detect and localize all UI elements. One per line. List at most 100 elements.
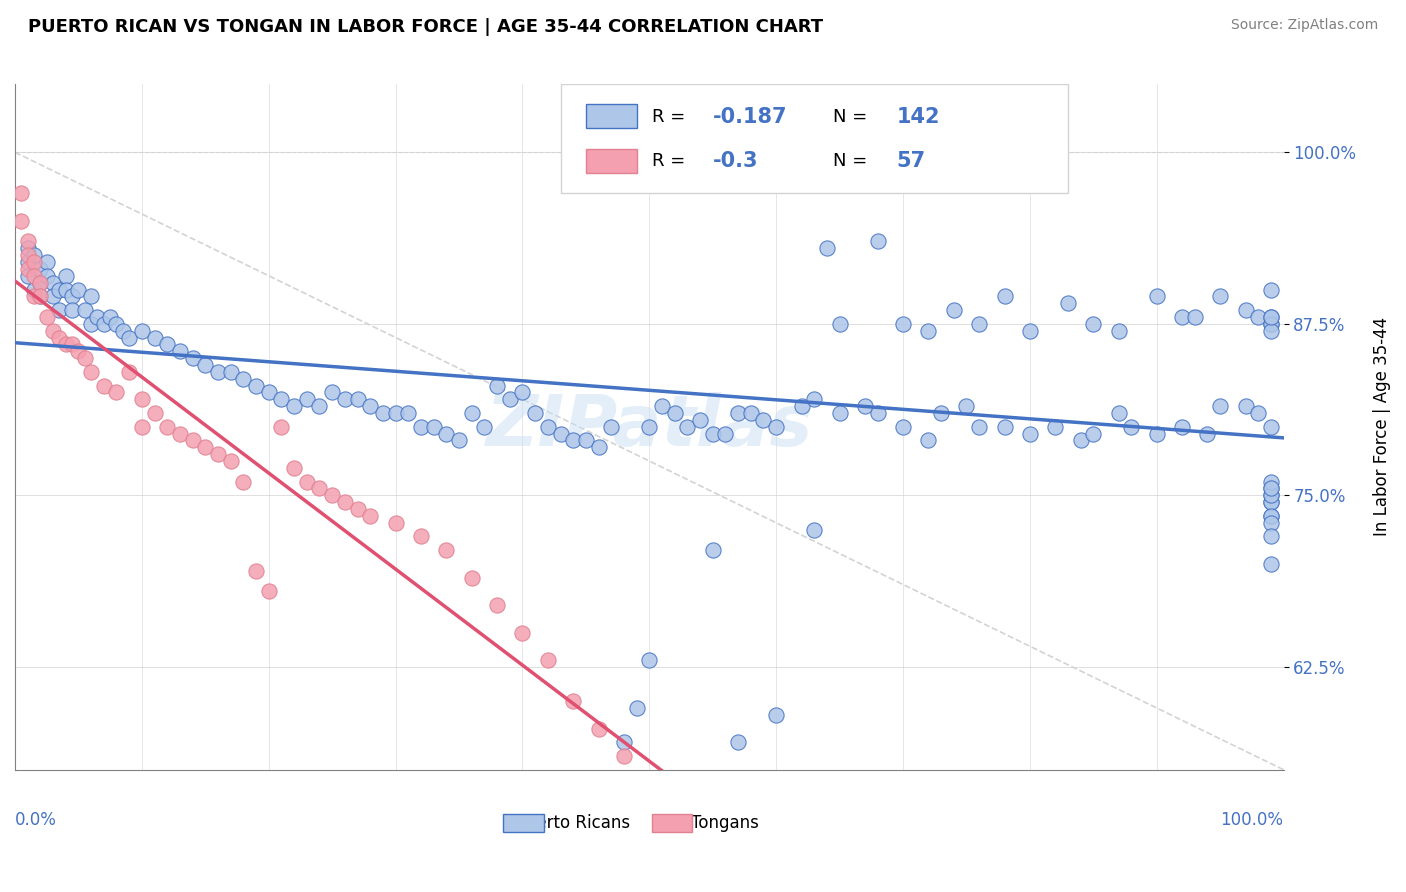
Point [1184, 310, 1206, 324]
Point [17, 268, 39, 283]
Point [308, 482, 330, 496]
Point [626, 701, 648, 715]
Point [409, 419, 432, 434]
Point [80, 289, 103, 303]
Point [384, 406, 406, 420]
FancyBboxPatch shape [586, 149, 637, 173]
Point [917, 434, 939, 448]
Point [651, 399, 673, 413]
Point [93, 378, 115, 392]
FancyBboxPatch shape [503, 814, 544, 831]
Point [765, 707, 787, 722]
Point [143, 330, 166, 344]
Point [55, 283, 77, 297]
Point [48, 330, 70, 344]
Point [1083, 426, 1105, 441]
Point [1260, 495, 1282, 509]
Point [1260, 310, 1282, 324]
Point [156, 419, 179, 434]
Point [98, 310, 121, 324]
Point [17, 241, 39, 255]
Point [346, 392, 368, 407]
Point [512, 385, 534, 400]
Point [30, 276, 52, 290]
Point [1260, 317, 1282, 331]
Point [993, 419, 1015, 434]
Point [42, 324, 65, 338]
Point [588, 722, 610, 736]
Point [638, 653, 661, 667]
Point [35, 310, 58, 324]
Point [143, 406, 166, 420]
Point [283, 399, 305, 413]
Point [853, 399, 876, 413]
Text: R =: R = [652, 153, 685, 170]
Point [815, 241, 838, 255]
Point [790, 886, 813, 892]
Point [765, 859, 787, 873]
Point [321, 488, 343, 502]
Point [1018, 426, 1040, 441]
Y-axis label: In Labor Force | Age 35-44: In Labor Force | Age 35-44 [1374, 318, 1391, 536]
Point [283, 461, 305, 475]
Point [80, 317, 103, 331]
Point [1260, 475, 1282, 489]
Text: Tongans: Tongans [692, 814, 759, 832]
Point [42, 289, 65, 303]
Point [207, 447, 229, 461]
Point [30, 276, 52, 290]
Point [60, 303, 83, 318]
Point [1083, 317, 1105, 331]
Point [30, 261, 52, 276]
Text: N =: N = [834, 108, 868, 126]
Point [321, 385, 343, 400]
FancyBboxPatch shape [586, 104, 637, 128]
Point [86, 310, 108, 324]
Point [131, 392, 153, 407]
Text: 57: 57 [897, 152, 925, 171]
Point [1260, 324, 1282, 338]
Point [600, 419, 623, 434]
Point [1070, 434, 1092, 448]
Point [131, 419, 153, 434]
Point [434, 426, 457, 441]
Point [828, 317, 851, 331]
Point [308, 399, 330, 413]
Point [346, 502, 368, 516]
Point [891, 419, 914, 434]
Point [460, 406, 482, 420]
Point [1260, 419, 1282, 434]
Point [207, 365, 229, 379]
Text: Puerto Ricans: Puerto Ricans [516, 814, 630, 832]
Point [73, 303, 96, 318]
Point [105, 317, 128, 331]
Point [929, 406, 952, 420]
Point [80, 365, 103, 379]
Point [702, 426, 724, 441]
Point [219, 365, 242, 379]
Point [67, 283, 90, 297]
Point [1045, 419, 1067, 434]
Point [664, 406, 686, 420]
Point [194, 440, 217, 454]
Point [1260, 529, 1282, 543]
Point [1018, 324, 1040, 338]
Point [48, 303, 70, 318]
Point [181, 351, 204, 365]
Point [232, 475, 254, 489]
Point [384, 516, 406, 530]
Point [486, 598, 509, 612]
Point [803, 523, 825, 537]
Point [48, 283, 70, 297]
Point [270, 419, 292, 434]
Point [790, 399, 813, 413]
Point [828, 406, 851, 420]
Text: -0.3: -0.3 [713, 152, 758, 171]
Point [562, 694, 585, 708]
Point [359, 399, 381, 413]
Point [714, 426, 737, 441]
Point [1260, 283, 1282, 297]
Point [111, 324, 134, 338]
Point [1171, 310, 1194, 324]
Point [727, 735, 749, 749]
